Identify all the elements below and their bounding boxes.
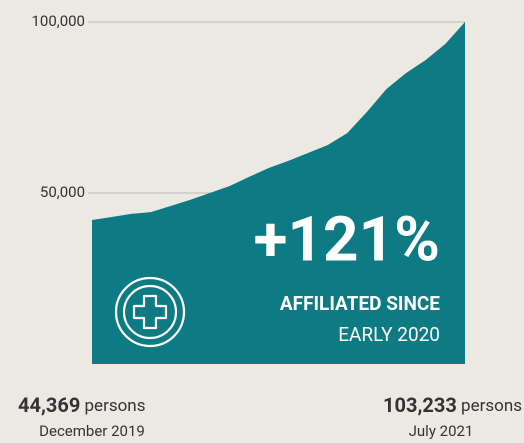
icon (114, 276, 186, 348)
end-unit: persons (461, 396, 522, 416)
start-label: 44,369 persons (18, 393, 145, 417)
y-tick-label: 50,000 (40, 183, 85, 201)
end-value: 103,233 (383, 393, 457, 417)
y-tick-label: 100,000 (31, 12, 85, 30)
caption: EARLY 2020 (338, 323, 440, 346)
caption-bold: AFFILIATED SINCE (280, 292, 440, 315)
start-value: 44,369 (18, 393, 80, 417)
end-date: July 2021 (409, 422, 474, 440)
area (92, 22, 465, 364)
end-label: 103,233 persons (383, 393, 522, 417)
start-date: December 2019 (39, 422, 145, 440)
start-unit: persons (85, 396, 146, 416)
plot: 50,000 100,000 (31, 12, 465, 364)
change-label: +121% (254, 203, 440, 276)
